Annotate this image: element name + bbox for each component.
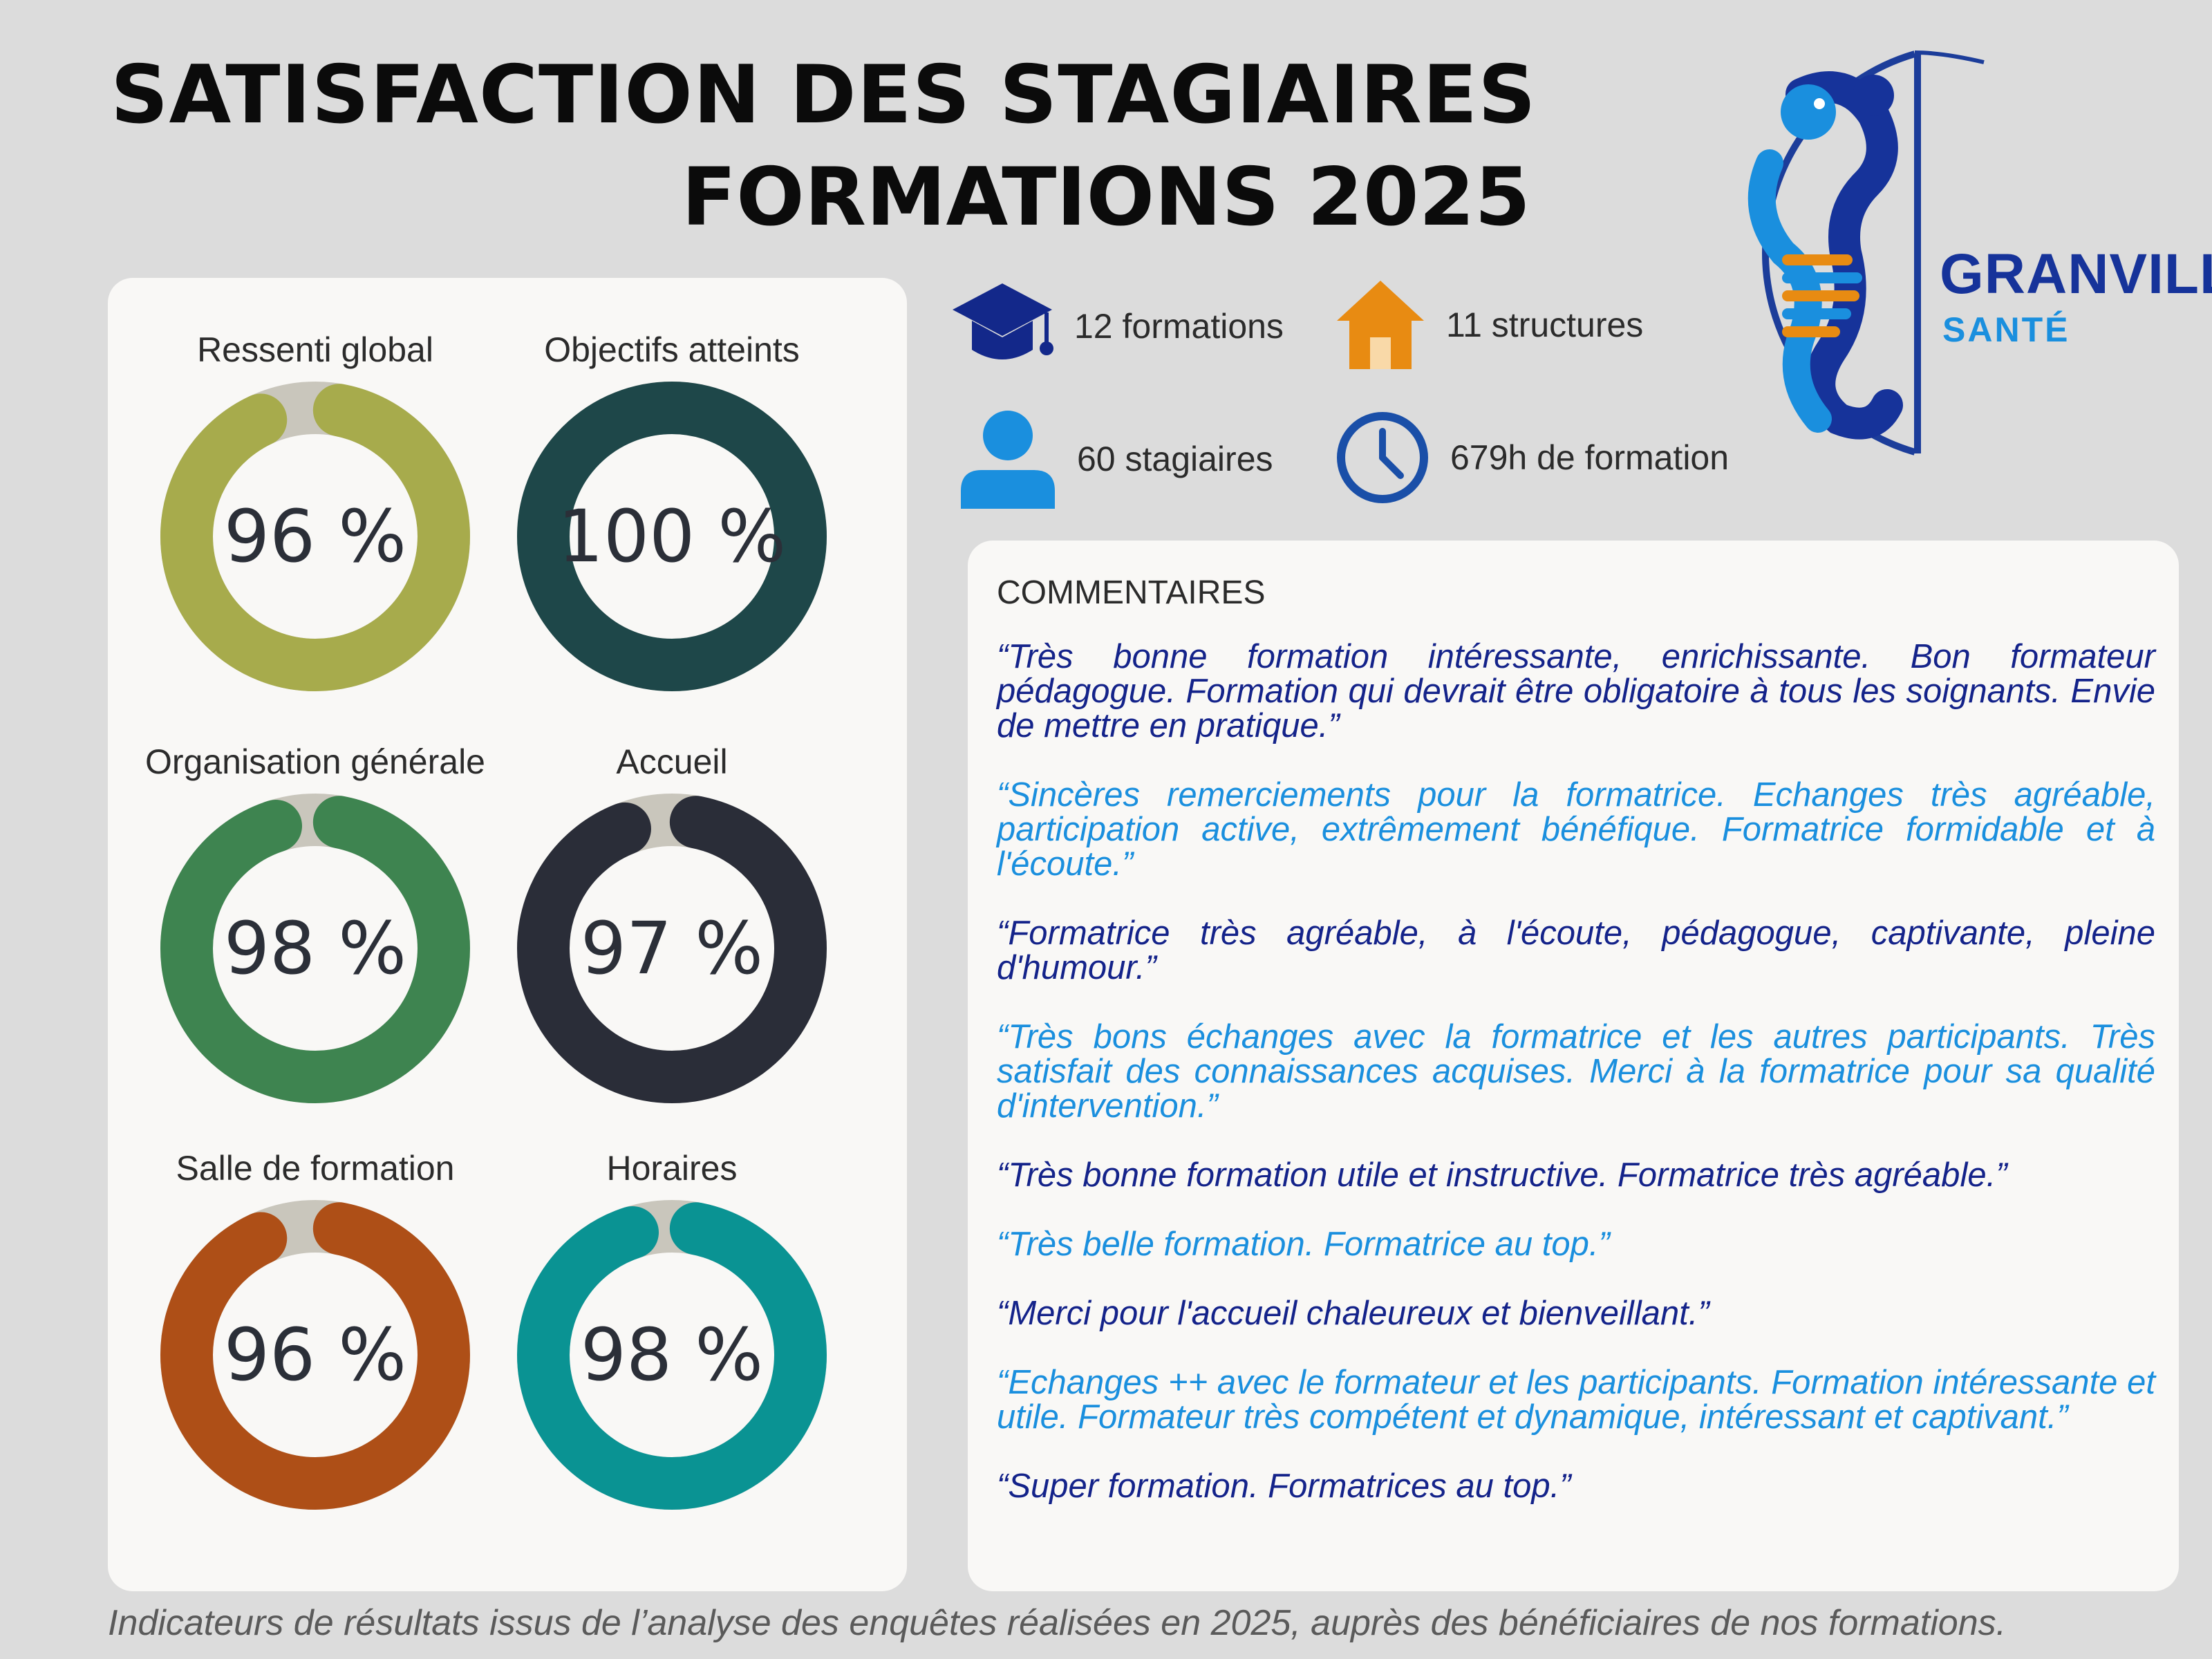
donut-svg — [517, 794, 827, 1103]
comment-item: “Echanges ++ avec le formateur et les pa… — [997, 1364, 2155, 1436]
comment-item: “Sincères remerciements pour la formatri… — [997, 776, 2155, 883]
comment-item: “Très bonne formation utile et instructi… — [997, 1156, 2007, 1194]
donut-chart: 100 % — [513, 377, 831, 695]
graduation-cap-icon — [953, 283, 1053, 359]
brand-name: GRANVILLE — [1940, 243, 2212, 306]
donut-svg — [160, 382, 470, 691]
stat-formations: 12 formations — [951, 278, 1284, 375]
indicators-card: Ressenti global 96 % Objectifs atteints … — [108, 278, 907, 1591]
indicator-horaires: Horaires 98 % — [478, 1141, 865, 1514]
indicator-label: Ressenti global — [197, 330, 433, 369]
indicator-value: 96 % — [223, 494, 407, 579]
stat-structures-text: 11 structures — [1446, 306, 1644, 344]
stat-formations-text: 12 formations — [1074, 307, 1284, 346]
comment-item: “Merci pour l'accueil chaleureux et bien… — [997, 1295, 1709, 1332]
indicator-value: 96 % — [223, 1313, 407, 1397]
donut-svg — [160, 1200, 470, 1510]
indicator-label: Objectifs atteints — [544, 330, 800, 369]
comment-item: “Super formation. Formatrices au top.” — [997, 1468, 1571, 1505]
page-title: SATISFACTION DES STAGIAIRES — [111, 48, 1537, 142]
indicator-organisation-generale: Organisation générale 98 % — [122, 734, 509, 1107]
indicator-accueil: Accueil 97 % — [478, 734, 865, 1107]
seahorse-dna-icon — [1747, 50, 1985, 456]
comment-item: “Très bons échanges avec la formatrice e… — [997, 1018, 2155, 1125]
comments-heading: COMMENTAIRES — [997, 574, 1266, 611]
donut-svg — [160, 794, 470, 1103]
donut-arc — [517, 794, 827, 1103]
indicator-value: 97 % — [580, 906, 764, 991]
brand-sub: SANTÉ — [1942, 310, 2070, 349]
house-icon — [1337, 281, 1424, 369]
comment-item: “Formatrice très agréable, à l'écoute, p… — [997, 915, 2155, 986]
indicator-label: Salle de formation — [176, 1149, 455, 1188]
donut-arc — [517, 382, 827, 691]
comments-card: COMMENTAIRES “Très bonne formation intér… — [968, 541, 2179, 1591]
stat-hours: 679h de formation — [1335, 411, 1729, 505]
page-subtitle: FORMATIONS 2025 — [681, 151, 1530, 244]
indicator-label: Accueil — [616, 742, 728, 781]
donut-svg — [517, 1200, 827, 1510]
donut-arc — [160, 382, 470, 691]
indicator-value: 100 % — [557, 494, 787, 579]
comment-item: “Très bonne formation intéressante, enri… — [997, 638, 2155, 744]
person-icon — [961, 411, 1055, 509]
donut-arc — [517, 1200, 827, 1510]
stat-stagiaires-text: 60 stagiaires — [1077, 440, 1273, 478]
comment-item: “Très belle formation. Formatrice au top… — [997, 1226, 1610, 1263]
indicator-label: Horaires — [606, 1149, 738, 1188]
donut-chart: 96 % — [156, 377, 474, 695]
stat-stagiaires: 60 stagiaires — [959, 409, 1273, 509]
donut-arc — [160, 1200, 470, 1510]
indicator-objectifs-atteints: Objectifs atteints 100 % — [478, 322, 865, 695]
donut-svg — [517, 382, 827, 691]
indicator-salle-de-formation: Salle de formation 96 % — [122, 1141, 509, 1514]
footer-note: Indicateurs de résultats issus de l’anal… — [108, 1603, 2007, 1643]
donut-chart: 98 % — [513, 1196, 831, 1514]
donut-chart: 98 % — [156, 789, 474, 1107]
donut-chart: 97 % — [513, 789, 831, 1107]
donut-chart: 96 % — [156, 1196, 474, 1514]
indicator-ressenti-global: Ressenti global 96 % — [122, 322, 509, 695]
stat-hours-text: 679h de formation — [1450, 438, 1730, 477]
donut-arc — [160, 794, 470, 1103]
clock-icon — [1337, 412, 1428, 503]
indicator-value: 98 % — [223, 906, 407, 991]
stat-structures: 11 structures — [1335, 278, 1643, 372]
indicator-value: 98 % — [580, 1313, 764, 1397]
indicator-label: Organisation générale — [145, 742, 485, 781]
